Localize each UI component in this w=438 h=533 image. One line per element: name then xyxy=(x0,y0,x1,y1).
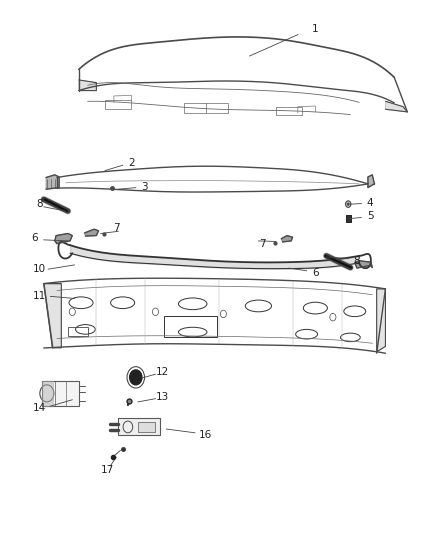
Text: 10: 10 xyxy=(33,264,46,274)
Bar xyxy=(346,215,351,222)
Bar xyxy=(118,418,160,435)
Polygon shape xyxy=(46,175,59,189)
Bar xyxy=(276,107,302,115)
Text: 8: 8 xyxy=(36,199,43,208)
Polygon shape xyxy=(355,261,372,268)
Polygon shape xyxy=(377,289,385,352)
Text: 14: 14 xyxy=(33,403,46,413)
Text: 7: 7 xyxy=(259,239,266,249)
Text: 2: 2 xyxy=(128,158,135,167)
Bar xyxy=(138,422,155,432)
Text: 8: 8 xyxy=(353,256,360,266)
Bar xyxy=(68,327,88,336)
Text: 1: 1 xyxy=(312,25,319,34)
Text: 17: 17 xyxy=(101,465,114,475)
Polygon shape xyxy=(79,80,96,91)
Circle shape xyxy=(130,370,142,385)
Text: 7: 7 xyxy=(113,223,120,233)
Text: 12: 12 xyxy=(155,367,169,376)
Polygon shape xyxy=(385,101,407,112)
Polygon shape xyxy=(55,381,79,406)
Text: 13: 13 xyxy=(155,392,169,402)
Polygon shape xyxy=(281,236,293,242)
Polygon shape xyxy=(118,418,160,435)
Circle shape xyxy=(347,203,349,205)
Text: 5: 5 xyxy=(367,211,374,221)
Text: 6: 6 xyxy=(312,269,319,278)
Polygon shape xyxy=(368,175,374,188)
Text: 16: 16 xyxy=(199,431,212,440)
Bar xyxy=(42,381,79,406)
Polygon shape xyxy=(42,381,53,406)
Text: 4: 4 xyxy=(367,198,374,207)
Polygon shape xyxy=(85,229,99,236)
Polygon shape xyxy=(44,284,61,348)
Bar xyxy=(105,100,131,109)
Bar xyxy=(164,316,217,337)
Bar xyxy=(184,103,228,113)
Text: 11: 11 xyxy=(33,292,46,301)
Polygon shape xyxy=(55,233,72,244)
Text: 3: 3 xyxy=(141,182,148,191)
Text: 6: 6 xyxy=(32,233,39,243)
